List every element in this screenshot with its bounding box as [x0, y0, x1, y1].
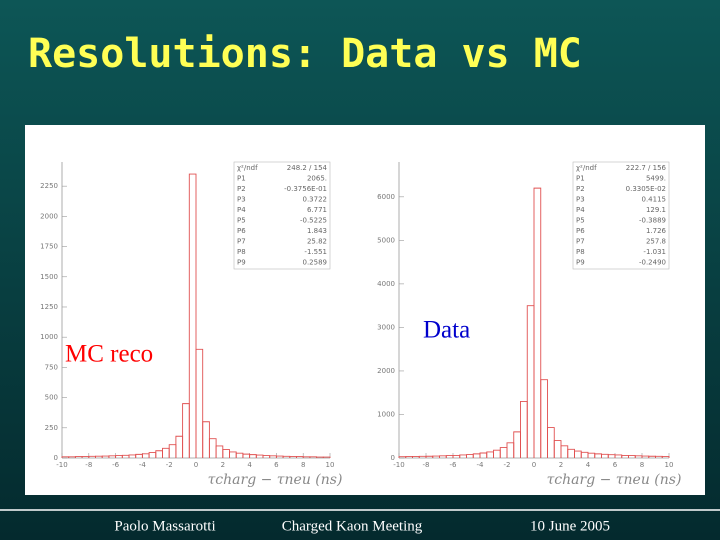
stats-value: 6.771: [307, 206, 327, 214]
stats-label: P4: [576, 206, 585, 214]
stats-label: P8: [237, 248, 246, 256]
slide-title: Resolutions: Data vs MC: [28, 31, 582, 77]
y-tick-label: 1000: [377, 410, 395, 418]
y-tick-label: 4000: [377, 280, 395, 288]
x-tick-label: 2: [559, 461, 563, 469]
x-tick-label: -4: [139, 461, 147, 469]
stats-value: 5499.: [646, 175, 666, 183]
stats-label: P7: [237, 238, 246, 246]
hist-bin: [540, 379, 548, 458]
stats-value: 222.7 / 156: [626, 164, 667, 172]
hist-bin: [188, 173, 197, 458]
stats-label: P6: [576, 227, 585, 235]
stats-box: [233, 161, 331, 270]
hist-bin: [322, 456, 331, 458]
x-tick-label: -10: [56, 461, 67, 469]
stats-label: P6: [237, 227, 246, 235]
stats-value: -0.5225: [300, 217, 327, 225]
y-tick-label: 0: [391, 454, 395, 462]
y-tick-label: 0: [54, 454, 58, 462]
stats-label: P2: [576, 185, 585, 193]
x-tick-label: -2: [504, 461, 511, 469]
x-tick-label: 0: [532, 461, 536, 469]
hist-bin: [661, 456, 670, 458]
stats-value: -1.551: [304, 248, 327, 256]
stats-label: P3: [576, 196, 585, 204]
x-tick-label: 10: [665, 461, 674, 469]
stats-label: P2: [237, 185, 246, 193]
x-tick-label: -8: [423, 461, 430, 469]
x-tick-label: 6: [613, 461, 618, 469]
x-tick-label: -6: [112, 461, 120, 469]
footer-author: Paolo Massarotti: [114, 518, 215, 534]
stats-value: 0.3305E-02: [626, 185, 666, 193]
stats-label: P5: [576, 217, 585, 225]
x-axis-label: τcharg − τneu (ns): [547, 472, 682, 488]
stats-value: 129.1: [646, 206, 666, 214]
y-tick-label: 2000: [40, 212, 58, 220]
stats-value: 257.8: [646, 238, 666, 246]
annotation: MC reco: [65, 341, 153, 368]
x-tick-label: 10: [326, 461, 335, 469]
stats-value: 248.2 / 154: [287, 164, 328, 172]
x-tick-label: 4: [247, 461, 252, 469]
stats-box: [572, 161, 670, 270]
y-tick-label: 250: [45, 424, 58, 432]
stats-label: P9: [237, 259, 246, 267]
stats-label: P7: [576, 238, 585, 246]
x-tick-label: 2: [221, 461, 225, 469]
stats-label: χ²/ndf: [576, 164, 597, 172]
y-tick-label: 750: [45, 363, 58, 371]
stats-value: -0.2490: [639, 259, 666, 267]
stats-value: 25.82: [307, 238, 327, 246]
annotation: Data: [423, 317, 470, 344]
y-tick-label: 1500: [40, 273, 58, 281]
stats-value: 0.4115: [642, 196, 667, 204]
y-tick-label: 2000: [377, 367, 395, 375]
stats-value: 0.3722: [303, 196, 328, 204]
x-tick-label: 0: [194, 461, 198, 469]
footer-date: 10 June 2005: [530, 518, 610, 534]
y-tick-label: 3000: [377, 323, 395, 331]
x-tick-label: 6: [274, 461, 279, 469]
y-tick-label: 2250: [40, 182, 58, 190]
stats-label: P8: [576, 248, 585, 256]
x-axis-label: τcharg − τneu (ns): [208, 472, 343, 488]
x-tick-label: -6: [450, 461, 458, 469]
stats-value: -0.3889: [639, 217, 666, 225]
stats-value: 2065.: [307, 175, 327, 183]
hist-bin: [533, 187, 542, 458]
stats-label: χ²/ndf: [237, 164, 258, 172]
y-tick-label: 1750: [40, 243, 58, 251]
x-tick-label: 8: [301, 461, 305, 469]
hist-bin: [195, 348, 204, 458]
footer-meeting: Charged Kaon Meeting: [282, 518, 423, 534]
stats-value: 1.726: [646, 227, 667, 235]
stats-value: -0.3756E-01: [284, 185, 327, 193]
y-tick-label: 6000: [377, 193, 395, 201]
stats-value: 0.2589: [303, 259, 328, 267]
x-tick-label: -10: [393, 461, 404, 469]
stats-label: P4: [237, 206, 246, 214]
y-tick-label: 1000: [40, 333, 58, 341]
stats-value: 1.843: [307, 227, 327, 235]
y-tick-label: 5000: [377, 236, 395, 244]
x-tick-label: -8: [85, 461, 92, 469]
stats-label: P5: [237, 217, 246, 225]
x-tick-label: 4: [586, 461, 591, 469]
stats-value: -1.031: [643, 248, 666, 256]
stats-label: P1: [576, 175, 585, 183]
stats-label: P1: [237, 175, 246, 183]
y-tick-label: 1250: [40, 303, 58, 311]
stats-label: P3: [237, 196, 246, 204]
stats-label: P9: [576, 259, 585, 267]
y-tick-label: 500: [45, 394, 58, 402]
x-tick-label: -2: [166, 461, 173, 469]
x-tick-label: 8: [640, 461, 644, 469]
x-tick-label: -4: [477, 461, 485, 469]
